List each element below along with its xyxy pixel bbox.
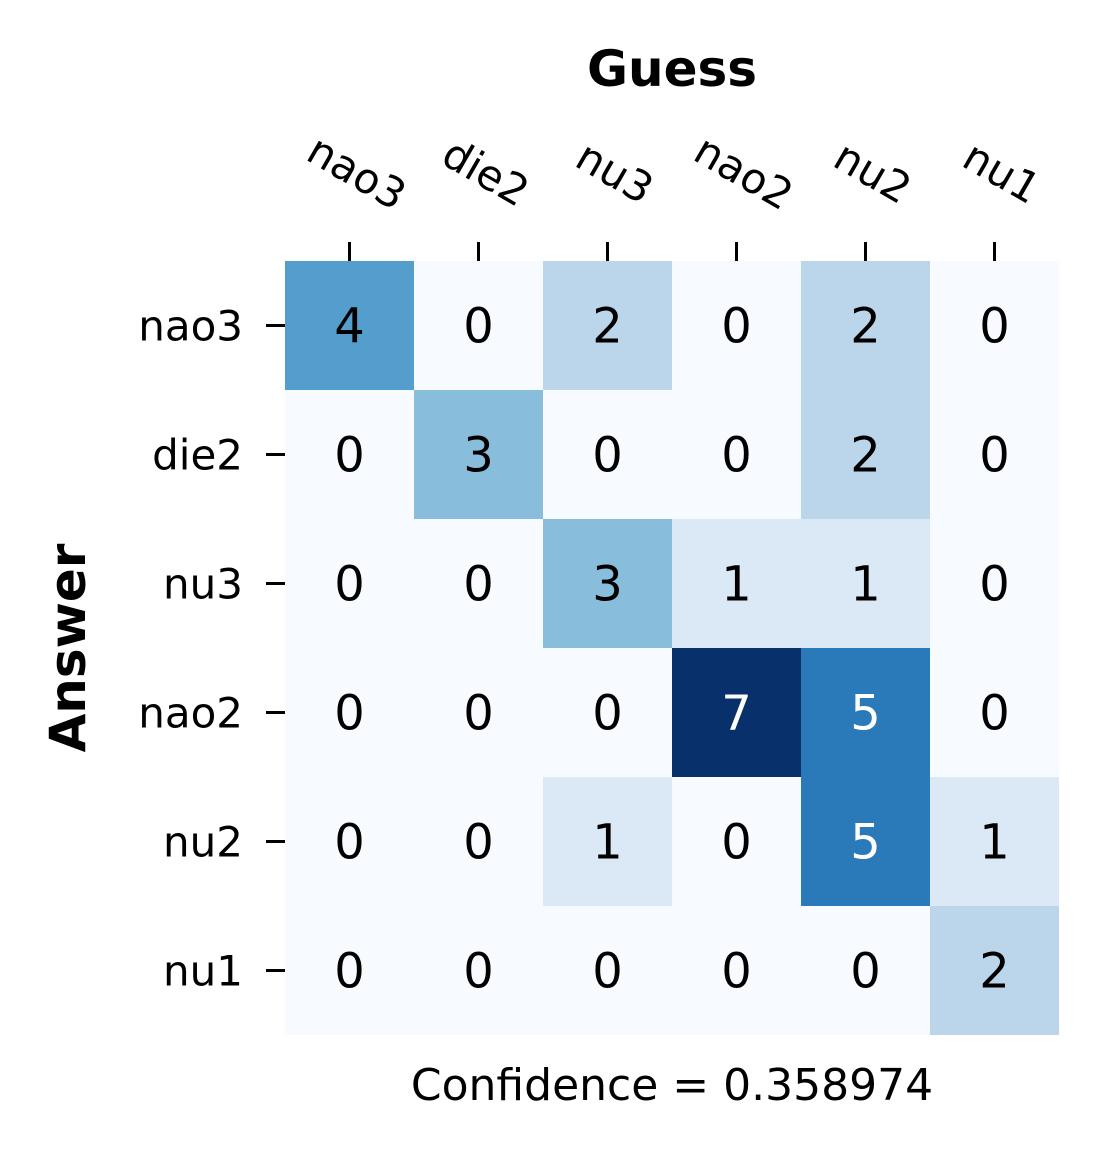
heatmap-cell-nao2-nao2 (672, 648, 801, 777)
cell-value-label: 0 (334, 557, 365, 613)
cell-value-label: 0 (334, 815, 365, 871)
cell-value-label: 1 (592, 815, 623, 871)
heatmap-cell-die2-nu3 (543, 390, 672, 519)
heatmap-cell-nao2-nu3 (543, 648, 672, 777)
y-axis-ticks: nao3 die2 nu3 nao2 nu2 nu1 (138, 302, 285, 996)
heatmap-cell-nu1-nu1 (930, 906, 1059, 1035)
cell-value-label: 0 (721, 944, 752, 1000)
heatmap-cell-nao2-nao3 (285, 648, 414, 777)
x-axis-ticks: nao3 die2 nu3 nao2 nu2 nu1 (299, 125, 1049, 261)
y-tick-label-nao2: nao2 (138, 689, 243, 738)
cell-value-label: 2 (592, 299, 623, 355)
heatmap-cell-nu1-nao2 (672, 906, 801, 1035)
cell-value-label: 0 (334, 428, 365, 484)
heatmap-cell-nao3-die2 (414, 261, 543, 390)
y-tick-label-die2: die2 (152, 431, 243, 480)
cell-value-label: 0 (592, 944, 623, 1000)
cell-value-label: 0 (979, 557, 1010, 613)
y-tick-label-nao3: nao3 (138, 302, 243, 351)
heatmap-cell-nu3-die2 (414, 519, 543, 648)
confidence-label: Confidence = 0.358974 (411, 1060, 933, 1111)
x-tick-label-nu2: nu2 (826, 131, 920, 213)
y-axis-title: Answer (39, 543, 97, 752)
heatmap-cell-die2-nu2 (801, 390, 930, 519)
cell-value-label: 0 (979, 686, 1010, 742)
cell-value-label: 0 (721, 428, 752, 484)
cell-value-label: 0 (463, 686, 494, 742)
y-tick-label-nu3: nu3 (163, 560, 243, 609)
heatmap-cell-nu2-nu3 (543, 777, 672, 906)
heatmap-cell-nao2-nu2 (801, 648, 930, 777)
heatmap-cell-nao3-nu3 (543, 261, 672, 390)
heatmap-cell-nao3-nu2 (801, 261, 930, 390)
cell-value-label: 1 (721, 557, 752, 613)
heatmap-cell-nu3-nao3 (285, 519, 414, 648)
x-tick-label-nu3: nu3 (568, 131, 662, 213)
cell-value-label: 0 (721, 299, 752, 355)
cell-value-label: 0 (979, 428, 1010, 484)
heatmap-cell-nu2-nu2 (801, 777, 930, 906)
cell-value-label: 0 (463, 299, 494, 355)
cell-value-label: 0 (721, 815, 752, 871)
cell-value-label: 0 (463, 944, 494, 1000)
heatmap-cell-nu2-nu1 (930, 777, 1059, 906)
cell-value-label: 1 (850, 557, 881, 613)
cell-value-label: 1 (979, 815, 1010, 871)
x-tick-label-die2: die2 (434, 129, 537, 217)
cell-value-label: 0 (979, 299, 1010, 355)
cell-value-label: 2 (850, 299, 881, 355)
heatmap-cells (285, 261, 1059, 1035)
x-tick-label-nao3: nao3 (299, 125, 414, 220)
heatmap-cell-nu3-nu2 (801, 519, 930, 648)
cell-value-label: 3 (463, 428, 494, 484)
cell-value-label: 0 (334, 944, 365, 1000)
heatmap-cell-nao2-die2 (414, 648, 543, 777)
x-tick-label-nao2: nao2 (686, 125, 801, 220)
heatmap-cell-nu3-nu1 (930, 519, 1059, 648)
cell-value-label: 3 (592, 557, 623, 613)
cell-value-label: 0 (463, 815, 494, 871)
heatmap-cell-die2-nao3 (285, 390, 414, 519)
heatmap-cell-die2-die2 (414, 390, 543, 519)
heatmap-cell-nu1-die2 (414, 906, 543, 1035)
heatmap-cell-nu3-nu3 (543, 519, 672, 648)
cell-value-label: 2 (850, 428, 881, 484)
cell-value-label: 0 (592, 428, 623, 484)
y-tick-label-nu1: nu1 (163, 947, 243, 996)
cell-value-label: 5 (850, 815, 881, 871)
heatmap-cell-nao3-nao2 (672, 261, 801, 390)
heatmap-cell-labels: 4 0 2 0 2 00 3 0 0 2 00 0 3 1 1 00 0 0 7 5 00 0 1 0 5 10 0 0 0 0 2 (334, 299, 1010, 1000)
heatmap-cell-nu2-nao2 (672, 777, 801, 906)
heatmap-cell-nu1-nu3 (543, 906, 672, 1035)
cell-value-label: 4 (334, 299, 365, 355)
cell-value-label: 7 (721, 686, 752, 742)
x-axis-title: Guess (587, 40, 757, 98)
heatmap-cell-nao3-nu1 (930, 261, 1059, 390)
y-tick-label-nu2: nu2 (163, 818, 243, 867)
cell-value-label: 0 (334, 686, 365, 742)
heatmap-cell-nu1-nu2 (801, 906, 930, 1035)
cell-value-label: 0 (850, 944, 881, 1000)
x-tick-label-nu1: nu1 (955, 131, 1049, 213)
heatmap-cell-nao3-nao3 (285, 261, 414, 390)
cell-value-label: 5 (850, 686, 881, 742)
heatmap-cell-nu2-die2 (414, 777, 543, 906)
cell-value-label: 0 (463, 557, 494, 613)
heatmap-cell-nu2-nao3 (285, 777, 414, 906)
heatmap-cell-die2-nao2 (672, 390, 801, 519)
cell-value-label: 2 (979, 944, 1010, 1000)
heatmap-cell-die2-nu1 (930, 390, 1059, 519)
heatmap-cell-nu3-nao2 (672, 519, 801, 648)
cell-value-label: 0 (592, 686, 623, 742)
heatmap-cell-nao2-nu1 (930, 648, 1059, 777)
heatmap-cell-nu1-nao3 (285, 906, 414, 1035)
